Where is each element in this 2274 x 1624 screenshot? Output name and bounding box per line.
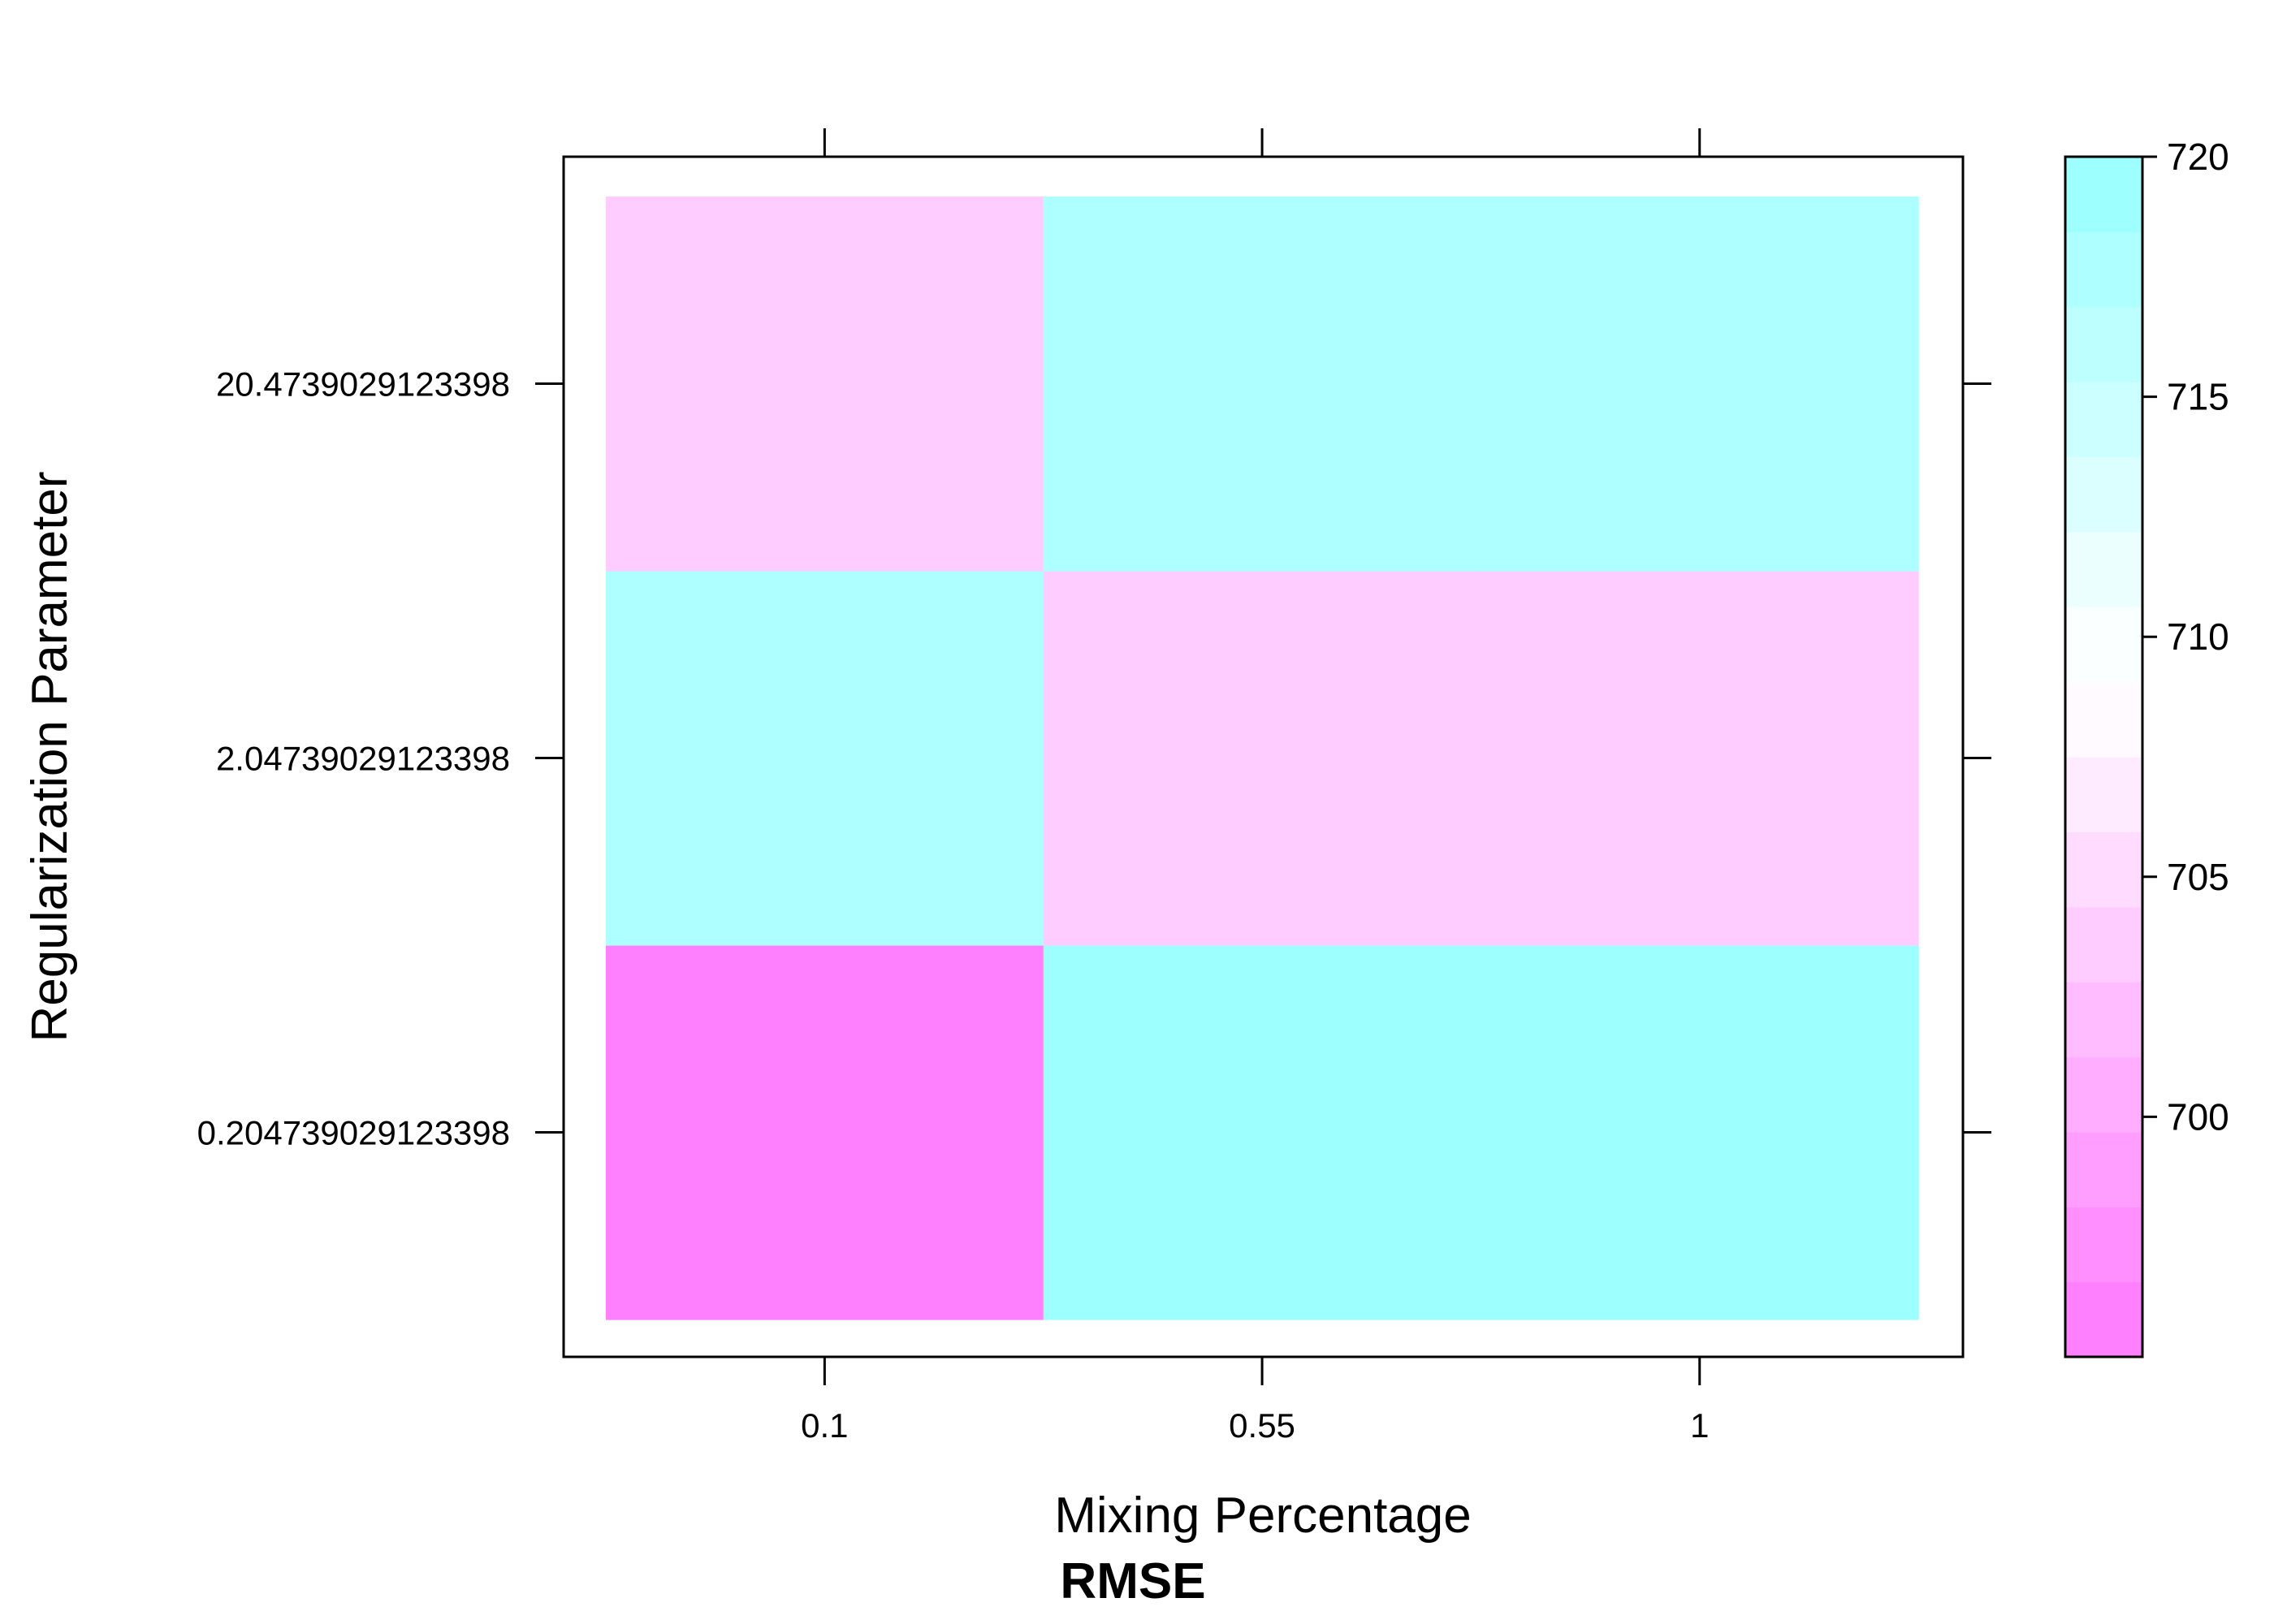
heatmap-cells [606, 197, 1919, 1320]
color-key-band [2065, 306, 2142, 382]
y-axis-title: Regularization Parameter [22, 471, 78, 1042]
y-tick-label: 0.204739029123398 [197, 1114, 510, 1152]
color-key-band [2065, 157, 2142, 232]
heatmap-cell [606, 945, 1044, 1320]
heatmap-cell [606, 197, 1044, 572]
color-key-band [2065, 831, 2142, 908]
color-key-band [2065, 531, 2142, 607]
color-key-band [2065, 1281, 2142, 1358]
heatmap-cell [1043, 571, 1481, 946]
color-key-band [2065, 982, 2142, 1058]
x-tick-label: 0.55 [1229, 1406, 1295, 1445]
color-key-band [2065, 382, 2142, 458]
x-tick-label: 0.1 [801, 1406, 848, 1445]
heatmap-cell [1043, 197, 1481, 572]
color-key-frame [2064, 155, 2144, 1358]
color-key-band [2065, 906, 2142, 983]
color-key: 700 705 710 715 720 [2064, 136, 2229, 1358]
x-axis-title: Mixing Percentage [1054, 1488, 1472, 1544]
color-key-label: 720 [2167, 136, 2229, 178]
color-key-label: 705 [2167, 856, 2229, 898]
color-key-band [2065, 1056, 2142, 1133]
heatmap-cell [1481, 197, 1919, 572]
x-tick-label: 1 [1690, 1406, 1709, 1445]
color-key-label: 700 [2167, 1095, 2229, 1138]
heatmap-cell [1043, 945, 1481, 1320]
color-key-band [2065, 607, 2142, 683]
color-key-band [2065, 456, 2142, 533]
color-key-band [2065, 1131, 2142, 1207]
x-axis-ticks: 0.1 0.55 1 [801, 128, 1709, 1445]
color-key-label: 710 [2167, 615, 2229, 658]
chart-caption: RMSE [1060, 1553, 1205, 1609]
y-axis-ticks: 0.204739029123398 2.04739029123398 20.4739… [197, 365, 1991, 1152]
color-key-label: 715 [2167, 376, 2229, 418]
color-key-band [2065, 757, 2142, 832]
heatmap-cell [1481, 571, 1919, 946]
heatmap-cell [1481, 945, 1919, 1320]
color-key-band [2065, 1207, 2142, 1283]
y-tick-label: 20.4739029123398 [216, 365, 510, 404]
color-key-band [2065, 231, 2142, 308]
heatmap-cell [606, 571, 1044, 946]
y-tick-label: 2.04739029123398 [216, 740, 510, 778]
color-key-band [2065, 681, 2142, 758]
